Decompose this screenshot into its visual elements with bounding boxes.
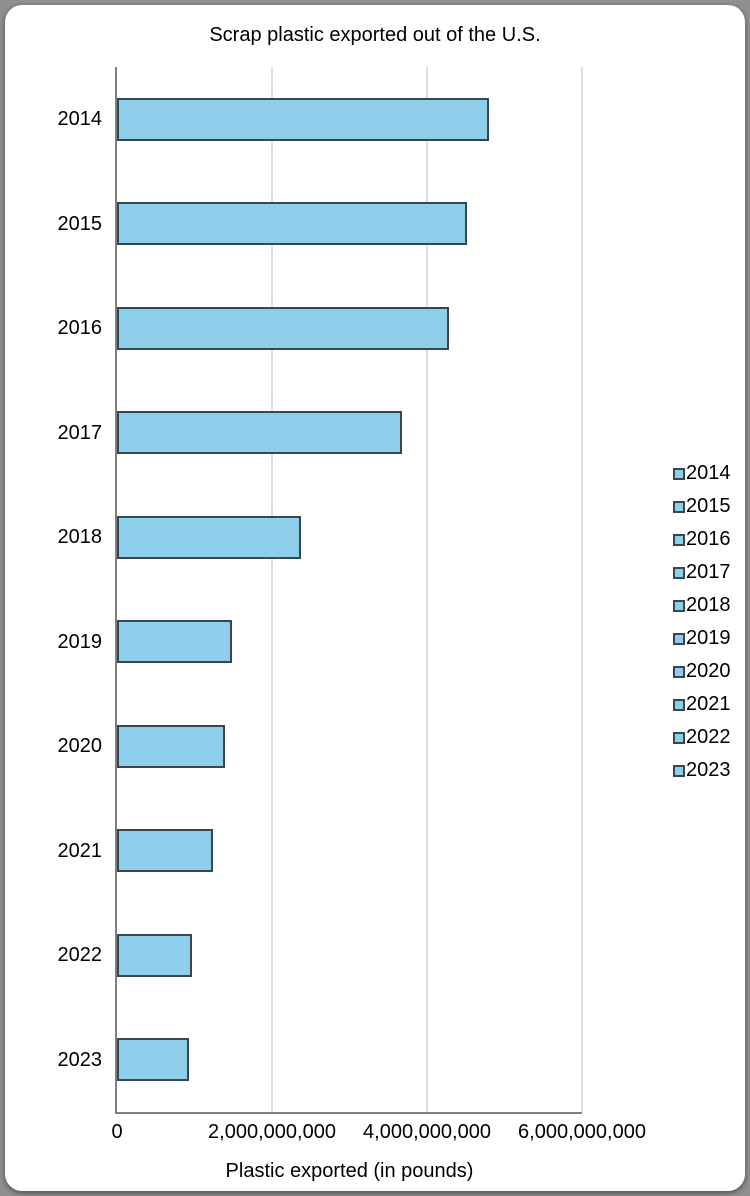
- plot-area: [115, 67, 583, 1114]
- chart-card: Scrap plastic exported out of the U.S. 2…: [5, 5, 745, 1191]
- legend-marker-icon: [673, 599, 685, 612]
- legend-marker-icon: [673, 731, 685, 744]
- y-tick-label-2021: 2021: [57, 839, 103, 862]
- legend-item-2019: 2019: [673, 622, 731, 655]
- legend-item-2022: 2022: [673, 721, 731, 754]
- y-tick-label-2022: 2022: [57, 944, 103, 967]
- bar-2019: [117, 620, 232, 664]
- y-tick-label-2015: 2015: [57, 212, 103, 235]
- legend-label: 2016: [686, 528, 731, 550]
- x-tick-label: 6,000,000,000: [518, 1121, 646, 1143]
- y-tick-label-2019: 2019: [57, 630, 103, 653]
- y-tick-label-2018: 2018: [57, 526, 103, 549]
- legend-label: 2015: [686, 495, 731, 517]
- y-tick-label-2016: 2016: [57, 317, 103, 340]
- legend-label: 2020: [686, 660, 731, 682]
- legend-label: 2018: [686, 594, 731, 616]
- legend-label: 2014: [686, 462, 731, 484]
- gridline: [581, 67, 583, 1112]
- legend-label: 2019: [686, 627, 731, 649]
- bar-2016: [117, 306, 449, 350]
- x-tick-label: 4,000,000,000: [363, 1121, 491, 1143]
- y-tick-label-2014: 2014: [57, 108, 103, 131]
- x-tick-label: 2,000,000,000: [208, 1121, 336, 1143]
- y-tick-label-2020: 2020: [57, 735, 103, 758]
- legend-item-2015: 2015: [673, 490, 731, 523]
- y-tick-label-2023: 2023: [57, 1048, 103, 1071]
- legend-item-2018: 2018: [673, 589, 731, 622]
- bar-2015: [117, 202, 467, 246]
- legend-label: 2022: [686, 726, 731, 748]
- bar-2018: [117, 515, 301, 559]
- bar-2021: [117, 829, 213, 873]
- legend-item-2023: 2023: [673, 754, 731, 787]
- legend-item-2017: 2017: [673, 556, 731, 589]
- legend-marker-icon: [673, 533, 685, 546]
- legend-marker-icon: [673, 698, 685, 711]
- legend-marker-icon: [673, 665, 685, 678]
- chart-title: Scrap plastic exported out of the U.S.: [209, 24, 541, 46]
- legend-label: 2017: [686, 561, 731, 583]
- legend-label: 2021: [686, 693, 731, 715]
- legend-marker-icon: [673, 467, 685, 480]
- gridline: [426, 67, 428, 1112]
- legend: 2014 2015 2016 2017 2018 2019 2020 2021 2022 2023: [673, 457, 731, 787]
- bar-2017: [117, 411, 402, 455]
- y-tick-label-2017: 2017: [57, 421, 103, 444]
- legend-marker-icon: [673, 632, 685, 645]
- bar-2022: [117, 933, 192, 977]
- legend-marker-icon: [673, 764, 685, 777]
- bar-2014: [117, 97, 489, 141]
- legend-marker-icon: [673, 500, 685, 513]
- legend-item-2016: 2016: [673, 523, 731, 556]
- legend-label: 2023: [686, 759, 731, 781]
- legend-item-2021: 2021: [673, 688, 731, 721]
- gridline: [271, 67, 273, 1112]
- legend-item-2020: 2020: [673, 655, 731, 688]
- bar-2020: [117, 724, 225, 768]
- legend-item-2014: 2014: [673, 457, 731, 490]
- legend-marker-icon: [673, 566, 685, 579]
- x-tick-label: 0: [111, 1121, 123, 1143]
- x-axis-title: Plastic exported (in pounds): [225, 1160, 474, 1182]
- bar-2023: [117, 1038, 189, 1082]
